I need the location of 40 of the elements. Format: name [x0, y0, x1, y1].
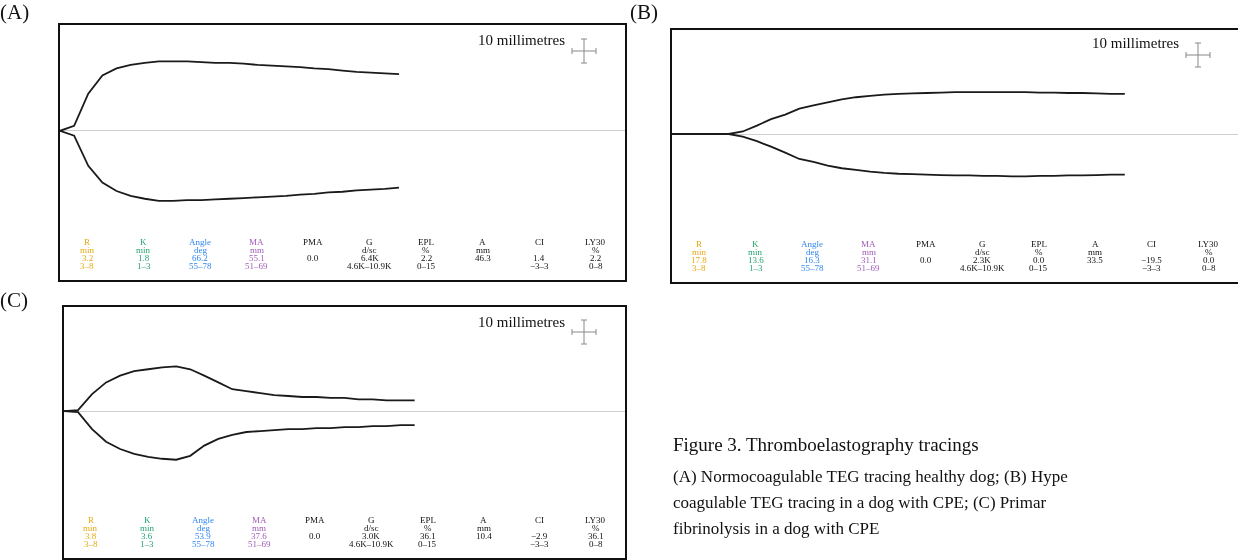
text: coagulable TEG tracing in a dog with CPE; (C) Primar	[673, 492, 1048, 514]
text: (A) Normocoagulable TEG tracing healthy dog; (B) Hype	[673, 466, 1069, 488]
text: K min 3.6 1–3	[140, 515, 155, 549]
text: G d/sc 2.3K 4.6K–10.9K	[960, 239, 1005, 273]
text: PMA 0.0	[305, 515, 326, 541]
text: 10 millimetres	[1092, 35, 1180, 51]
text: R min 17.8 3–8	[691, 239, 708, 273]
text: CI −19.5 −3–3	[1141, 239, 1163, 273]
text: Angle deg 53.9 55–78	[192, 515, 215, 549]
text: EPL % 2.2 0–15	[417, 237, 436, 271]
text: 10 millimetres	[478, 32, 566, 48]
text: EPL % 0.0 0–15	[1029, 239, 1048, 273]
text: PMA 0.0	[303, 237, 324, 263]
text: A mm 46.3	[475, 237, 492, 263]
text: CI 1.4 −3–3	[530, 237, 550, 271]
text: G d/sc 3.0K 4.6K–10.9K	[349, 515, 394, 549]
text: A mm 33.5	[1087, 239, 1104, 265]
text: Angle deg 16.3 55–78	[801, 239, 824, 273]
text: MA mm 31.1 51–69	[857, 239, 880, 273]
text: fibrinolysis in a dog with CPE	[673, 518, 881, 540]
text: Figure 3. Thromboelastography tracings	[673, 434, 980, 456]
text: R min 3.2 3–8	[80, 237, 95, 271]
chart-title: (A)	[0, 0, 30, 24]
text: PMA 0.0	[916, 239, 937, 265]
text: MA mm 37.6 51–69	[248, 515, 271, 549]
chart-title: (B)	[630, 0, 658, 24]
text: EPL % 36.1 0–15	[418, 515, 437, 549]
text: MA mm 55.1 51–69	[245, 237, 268, 271]
text: LY30 % 2.2 0–8	[585, 237, 606, 271]
text: A mm 10.4	[476, 515, 493, 541]
chart-title: (C)	[0, 288, 28, 313]
text: G d/sc 6.4K 4.6K–10.9K	[347, 237, 392, 271]
text: K min 1.8 1–3	[136, 237, 151, 271]
text: CI −2.9 −3–3	[530, 515, 550, 549]
text: LY30 % 0.0 0–8	[1198, 239, 1219, 273]
text: R min 3.8 3–8	[83, 515, 98, 549]
text: 10 millimetres	[478, 314, 566, 330]
text: LY30 % 36.1 0–8	[585, 515, 606, 549]
text: Angle deg 66.2 55–78	[189, 237, 212, 271]
text: K min 13.6 1–3	[748, 239, 765, 273]
